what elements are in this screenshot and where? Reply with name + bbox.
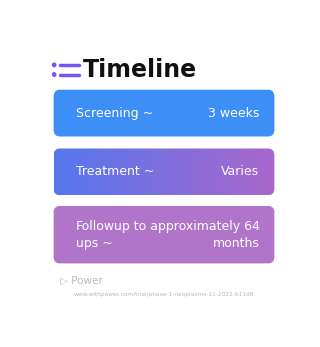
- Text: ▷ Power: ▷ Power: [60, 276, 103, 286]
- FancyBboxPatch shape: [54, 206, 274, 263]
- Text: up to approximately 64
months: up to approximately 64 months: [114, 220, 260, 250]
- Text: Timeline: Timeline: [83, 58, 197, 82]
- FancyBboxPatch shape: [54, 90, 274, 136]
- Circle shape: [52, 73, 56, 76]
- Text: Follow
ups ~: Follow ups ~: [76, 220, 115, 250]
- Circle shape: [52, 63, 56, 67]
- Text: www.withpower.com/trial/phase-1-neoplasms-11-2022-b11d8: www.withpower.com/trial/phase-1-neoplasm…: [74, 291, 254, 297]
- Text: 3 weeks: 3 weeks: [208, 107, 260, 120]
- Text: Varies: Varies: [221, 166, 260, 178]
- Text: Screening ~: Screening ~: [76, 107, 153, 120]
- Text: Treatment ~: Treatment ~: [76, 166, 154, 178]
